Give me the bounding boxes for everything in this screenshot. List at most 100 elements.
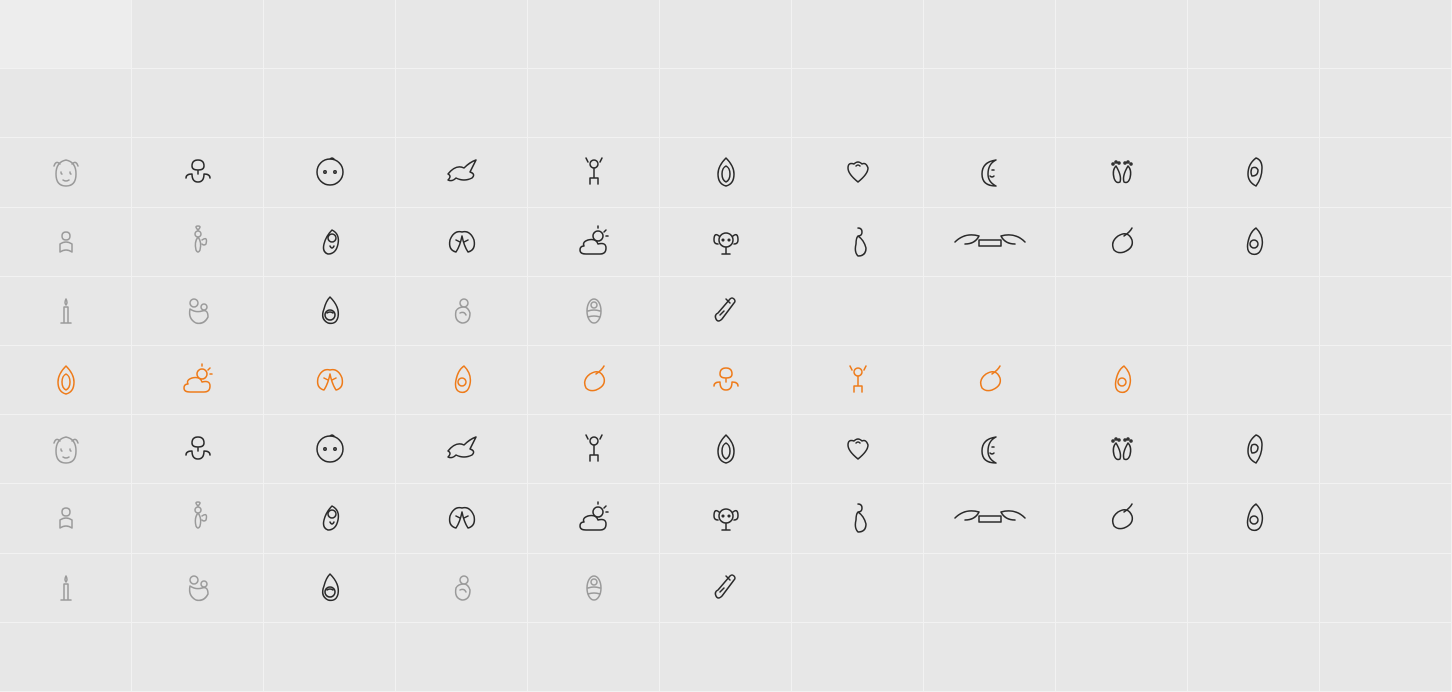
icon-cell-reading-child[interactable] (0, 484, 132, 553)
icon-cell-baby-face-circle[interactable] (264, 138, 396, 207)
baby-feet-icon (1102, 429, 1142, 469)
icon-cell-parent-child-embrace[interactable] (132, 277, 264, 346)
swirl-bird-icon (1102, 498, 1142, 538)
empty-cell (660, 0, 792, 69)
empty-cell (1056, 623, 1188, 692)
icon-cell-doves-ribbon[interactable] (924, 208, 1056, 277)
icon-cell-rattle-toy[interactable] (528, 415, 660, 484)
icon-cell-baby-bottle[interactable] (660, 277, 792, 346)
icon-cell-pregnant-silhouette[interactable] (792, 208, 924, 277)
empty-cell (1056, 0, 1188, 69)
icon-cell-pregnant-silhouette[interactable] (792, 484, 924, 553)
icon-cell-swirl-bird[interactable] (1056, 208, 1188, 277)
icon-cell-kneeling-angel[interactable] (132, 208, 264, 277)
empty-cell (396, 0, 528, 69)
icon-cell-swirl-bird[interactable] (1056, 484, 1188, 553)
rattle-toy-icon (574, 152, 614, 192)
icon-cell-doves-ribbon[interactable] (924, 484, 1056, 553)
icon-cell-holding-infant[interactable] (396, 554, 528, 623)
nursing-drop-icon (310, 568, 350, 608)
swaddle-drop-icon (706, 152, 746, 192)
angel-wings-pair-icon (310, 360, 350, 400)
icon-cell-swaddle-drop[interactable] (660, 138, 792, 207)
icon-cell-girl-pigtails[interactable] (660, 484, 792, 553)
icon-cell-embryo-drop[interactable] (396, 346, 528, 415)
icon-cell-angel-wings-pair[interactable] (396, 208, 528, 277)
icon-cell-baby-feet[interactable] (1056, 138, 1188, 207)
icon-cell-sun-cloud[interactable] (132, 346, 264, 415)
empty-cell (1188, 346, 1320, 415)
icon-cell-mother-holding[interactable] (1188, 138, 1320, 207)
icon-cell-embryo-drop[interactable] (1188, 484, 1320, 553)
icon-cell-embryo-drop[interactable] (1056, 346, 1188, 415)
angel-wings-pair-icon (442, 498, 482, 538)
icon-cell-swirl-bird[interactable] (924, 346, 1056, 415)
icon-cell-sun-cloud[interactable] (528, 208, 660, 277)
empty-cell (1320, 138, 1452, 207)
icon-cell-rattle-toy[interactable] (792, 346, 924, 415)
icon-cell-embryo-drop[interactable] (1188, 208, 1320, 277)
icon-cell-baby-feet[interactable] (1056, 415, 1188, 484)
baby-face-circle-icon (310, 152, 350, 192)
icon-cell-candle[interactable] (0, 554, 132, 623)
empty-cell (264, 69, 396, 138)
icon-cell-mother-holding[interactable] (1188, 415, 1320, 484)
mother-holding-icon (1234, 152, 1274, 192)
icon-cell-dove[interactable] (396, 415, 528, 484)
icon-cell-double-heart[interactable] (792, 415, 924, 484)
fetus-icon (310, 498, 350, 538)
icon-cell-swaddled-baby[interactable] (528, 277, 660, 346)
empty-cell (264, 0, 396, 69)
baby-feet-icon (1102, 152, 1142, 192)
icon-cell-girl-pigtails[interactable] (660, 208, 792, 277)
icon-cell-reading-child[interactable] (0, 208, 132, 277)
icon-cell-parent-child-embrace[interactable] (132, 554, 264, 623)
icon-cell-nursing-drop[interactable] (264, 277, 396, 346)
empty-cell (1320, 623, 1452, 692)
icon-cell-sun-cloud[interactable] (528, 484, 660, 553)
empty-cell (792, 277, 924, 346)
icon-cell-face-sketch[interactable] (0, 138, 132, 207)
icon-cell-candle[interactable] (0, 277, 132, 346)
icon-cell-double-heart[interactable] (792, 138, 924, 207)
pacifier-icon (706, 360, 746, 400)
icon-cell-pacifier[interactable] (132, 138, 264, 207)
icon-cell-swirl-bird[interactable] (528, 346, 660, 415)
embryo-drop-icon (1234, 498, 1274, 538)
sun-cloud-icon (574, 222, 614, 262)
empty-cell (0, 623, 132, 692)
icon-cell-pacifier[interactable] (660, 346, 792, 415)
icon-cell-nursing-drop[interactable] (264, 554, 396, 623)
icon-cell-fetus[interactable] (264, 208, 396, 277)
icon-cell-rattle-toy[interactable] (528, 138, 660, 207)
rattle-toy-icon (838, 360, 878, 400)
holding-infant-icon (442, 291, 482, 331)
icon-cell-swaddled-baby[interactable] (528, 554, 660, 623)
empty-cell (132, 0, 264, 69)
empty-cell (132, 623, 264, 692)
icon-cell-swaddle-drop[interactable] (660, 415, 792, 484)
icon-cell-fetus[interactable] (264, 484, 396, 553)
doves-ribbon-icon (935, 498, 1045, 538)
icon-cell-angel-wings-pair[interactable] (264, 346, 396, 415)
icon-cell-holding-infant[interactable] (396, 277, 528, 346)
icon-cell-swaddle-drop[interactable] (0, 346, 132, 415)
icon-cell-kneeling-angel[interactable] (132, 484, 264, 553)
empty-cell (792, 69, 924, 138)
angel-wings-pair-icon (442, 222, 482, 262)
girl-pigtails-icon (706, 222, 746, 262)
icon-cell-pacifier[interactable] (132, 415, 264, 484)
empty-cell (924, 0, 1056, 69)
icon-grid (0, 0, 1452, 692)
empty-cell (1188, 0, 1320, 69)
icon-cell-baby-bottle[interactable] (660, 554, 792, 623)
icon-cell-angel-wings-pair[interactable] (396, 484, 528, 553)
icon-cell-baby-face-circle[interactable] (264, 415, 396, 484)
icon-cell-face-sketch[interactable] (0, 415, 132, 484)
icon-cell-moon-face[interactable] (924, 138, 1056, 207)
empty-cell (792, 623, 924, 692)
icon-cell-dove[interactable] (396, 138, 528, 207)
pacifier-icon (178, 429, 218, 469)
doves-ribbon-icon (935, 222, 1045, 262)
icon-cell-moon-face[interactable] (924, 415, 1056, 484)
